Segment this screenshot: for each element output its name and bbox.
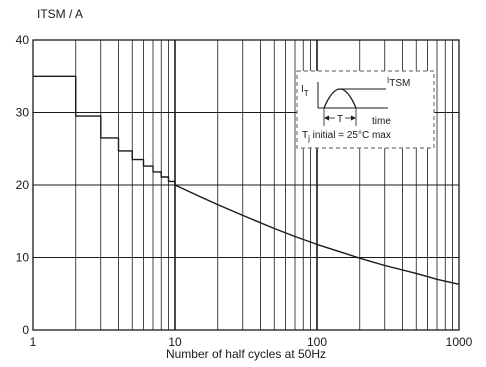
x-tick-label: 100: [307, 335, 327, 349]
inset-condition: Tj initial = 25°C max: [302, 130, 391, 143]
inset-waveform-box: IT ITSM T time Tj initial = 25°C max: [296, 70, 435, 149]
inset-frame: [296, 70, 435, 149]
period-arrow-left-icon: [324, 115, 329, 121]
y-tick-label: 0: [22, 323, 29, 337]
gridlines: [33, 40, 459, 330]
y-tick-label: 40: [16, 33, 30, 47]
x-tick-label: 1000: [446, 335, 473, 349]
inset-time-label: time: [372, 116, 391, 127]
y-tick-label: 10: [16, 251, 30, 265]
x-tick-label: 10: [168, 335, 182, 349]
y-tick-label: 30: [16, 106, 30, 120]
y-axis-label: ITSM / A: [37, 7, 83, 21]
data-series: [33, 75, 460, 285]
x-tick-label: 1: [30, 335, 37, 349]
inset-axis-label: IT: [301, 84, 309, 98]
tick-labels: 1 10 100 1000 0 10 20 30 40: [16, 33, 473, 349]
plot-frame: [32, 39, 460, 331]
inset-peak-label: ITSM: [387, 76, 410, 89]
itsm-series-line: [33, 75, 460, 285]
x-axis-label: Number of half cycles at 50Hz: [166, 347, 326, 361]
period-arrow-right-icon: [351, 115, 356, 121]
y-tick-label: 20: [16, 178, 30, 192]
inset-period-label: T: [337, 114, 343, 125]
